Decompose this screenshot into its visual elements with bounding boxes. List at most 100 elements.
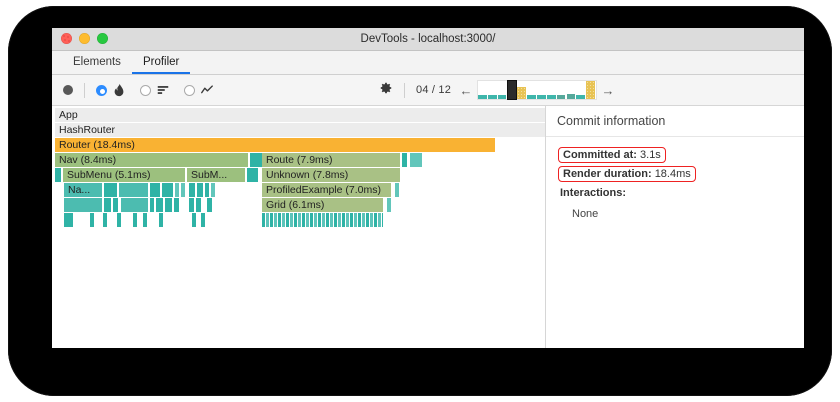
commit-sparkline-chart[interactable] (477, 80, 598, 100)
flamegraph-cell-labeled[interactable]: Router (18.4ms) (55, 138, 496, 152)
arrow-left-icon[interactable]: ← (459, 82, 473, 98)
zoom-window-button[interactable] (97, 33, 108, 44)
flamegraph-row: HashRouter (55, 123, 545, 137)
close-window-button[interactable] (61, 33, 72, 44)
flamegraph-cell[interactable] (205, 183, 210, 197)
flamegraph-cell[interactable] (159, 213, 164, 227)
flamegraph-cell[interactable] (103, 213, 108, 227)
profiler-toolbar: 04 / 12 ← → (52, 75, 804, 106)
flamegraph-cell[interactable] (165, 198, 173, 212)
flamegraph-cell[interactable] (181, 183, 186, 197)
committed-at-value: 3.1s (640, 149, 661, 161)
flamegraph-cell-labeled[interactable]: SubMenu (5.1ms) (63, 168, 186, 182)
flamegraph-cell[interactable] (197, 183, 204, 197)
commit-bar[interactable] (546, 95, 556, 99)
radio-interactions[interactable] (184, 84, 195, 96)
ranked-bars-icon (156, 83, 170, 97)
toolbar-divider-2 (404, 82, 405, 98)
flamegraph-cell-labeled[interactable]: Nav (8.4ms) (55, 153, 249, 167)
commit-bar[interactable] (537, 95, 546, 99)
commit-information-header: Commit information (546, 106, 804, 137)
commit-bar[interactable] (586, 81, 595, 99)
flamegraph-row: Grid (6.1ms) (55, 198, 545, 212)
flamegraph-cell[interactable] (64, 198, 103, 212)
minimize-window-button[interactable] (79, 33, 90, 44)
flamegraph-cell[interactable] (119, 183, 149, 197)
commit-bar[interactable] (487, 95, 497, 99)
flamegraph-cell[interactable] (104, 198, 112, 212)
profiler-content: App HashRouter Router (18.4ms) Nav (8.4ms) R… (52, 106, 804, 348)
flamegraph-cell[interactable] (156, 198, 164, 212)
flamegraph-cell[interactable] (196, 198, 202, 212)
record-dot-icon[interactable] (63, 85, 73, 95)
interactions-label: Interactions: (560, 187, 627, 199)
commit-bar[interactable] (478, 95, 487, 99)
flamegraph-cell-labeled[interactable]: SubM... (187, 168, 246, 182)
flamegraph-cell[interactable] (104, 183, 118, 197)
commit-index-label: 04 / 12 (416, 84, 452, 96)
gear-icon[interactable] (379, 81, 393, 100)
toolbar-divider (84, 82, 85, 98)
arrow-right-icon[interactable]: → (601, 82, 615, 98)
flamegraph-cell-labeled[interactable]: Grid (6.1ms) (262, 198, 384, 212)
flamegraph-cell[interactable] (64, 213, 74, 227)
flamegraph-cell[interactable] (143, 213, 148, 227)
flamegraph-cell[interactable] (133, 213, 138, 227)
view-ranked-option[interactable] (140, 83, 170, 97)
tab-bar: Elements Profiler (52, 51, 804, 75)
flamegraph-cell-labeled[interactable]: Route (7.9ms) (262, 153, 401, 167)
flamegraph-cell[interactable] (387, 198, 392, 212)
flamegraph-row (55, 213, 545, 227)
commit-bar[interactable] (506, 80, 518, 100)
tab-profiler[interactable]: Profiler (131, 51, 191, 74)
flamegraph-cell[interactable] (174, 198, 180, 212)
flamegraph-panel[interactable]: App HashRouter Router (18.4ms) Nav (8.4ms) R… (52, 106, 546, 348)
flamegraph-cell[interactable] (189, 198, 195, 212)
flame-icon (112, 83, 126, 97)
commit-bar[interactable] (517, 87, 526, 99)
commit-bar[interactable] (556, 94, 566, 99)
flamegraph-cell[interactable] (395, 183, 400, 197)
flamegraph-cell[interactable] (117, 213, 122, 227)
flamegraph-cell[interactable] (418, 153, 423, 167)
flamegraph-cell[interactable] (55, 168, 62, 182)
flamegraph-cell-labeled[interactable]: ProfiledExample (7.0ms) (262, 183, 392, 197)
render-duration-annotation: Render duration: 18.4ms (558, 166, 696, 182)
radio-flamegraph[interactable] (96, 84, 107, 96)
flamegraph-cell[interactable] (262, 213, 384, 227)
devtools-window: DevTools - localhost:3000/ Elements Prof… (52, 28, 804, 348)
flamegraph-cell-labeled[interactable]: App (55, 108, 545, 122)
flamegraph-cell[interactable] (121, 198, 149, 212)
flamegraph-cell[interactable] (90, 213, 95, 227)
flamegraph-cell[interactable] (247, 168, 259, 182)
radio-ranked[interactable] (140, 84, 151, 96)
tab-elements[interactable]: Elements (73, 55, 121, 68)
flamegraph-cell[interactable] (189, 183, 196, 197)
commit-bar[interactable] (566, 93, 576, 99)
commit-bar[interactable] (527, 95, 536, 99)
committed-at-annotation: Committed at: 3.1s (558, 147, 666, 163)
flamegraph-cell-labeled[interactable]: HashRouter (55, 123, 545, 137)
flamegraph-cell[interactable] (211, 183, 216, 197)
view-flamegraph-option[interactable] (96, 83, 126, 97)
flamegraph-row: Na... ProfiledExample (7.0ms) (55, 183, 545, 197)
flamegraph-cell-labeled[interactable]: Na... (64, 183, 103, 197)
device-frame: DevTools - localhost:3000/ Elements Prof… (8, 6, 832, 396)
commit-bar[interactable] (497, 94, 507, 99)
flamegraph-cell[interactable] (113, 198, 119, 212)
flamegraph-cell[interactable] (150, 183, 161, 197)
view-interactions-option[interactable] (184, 83, 214, 97)
flamegraph-cell-labeled[interactable]: Unknown (7.8ms) (262, 168, 401, 182)
flamegraph-cell[interactable] (201, 213, 206, 227)
render-duration-row: Render duration: 18.4ms (558, 166, 792, 185)
flamegraph-cell[interactable] (402, 153, 408, 167)
flamegraph-cell[interactable] (207, 198, 213, 212)
commit-bar[interactable] (576, 95, 585, 99)
flamegraph-row: Router (18.4ms) (55, 138, 545, 152)
flamegraph-cell[interactable] (175, 183, 180, 197)
committed-at-row: Committed at: 3.1s (558, 147, 792, 166)
traffic-lights (61, 33, 108, 44)
flamegraph-cell[interactable] (162, 183, 174, 197)
flamegraph-cell[interactable] (150, 198, 155, 212)
flamegraph-cell[interactable] (192, 213, 197, 227)
